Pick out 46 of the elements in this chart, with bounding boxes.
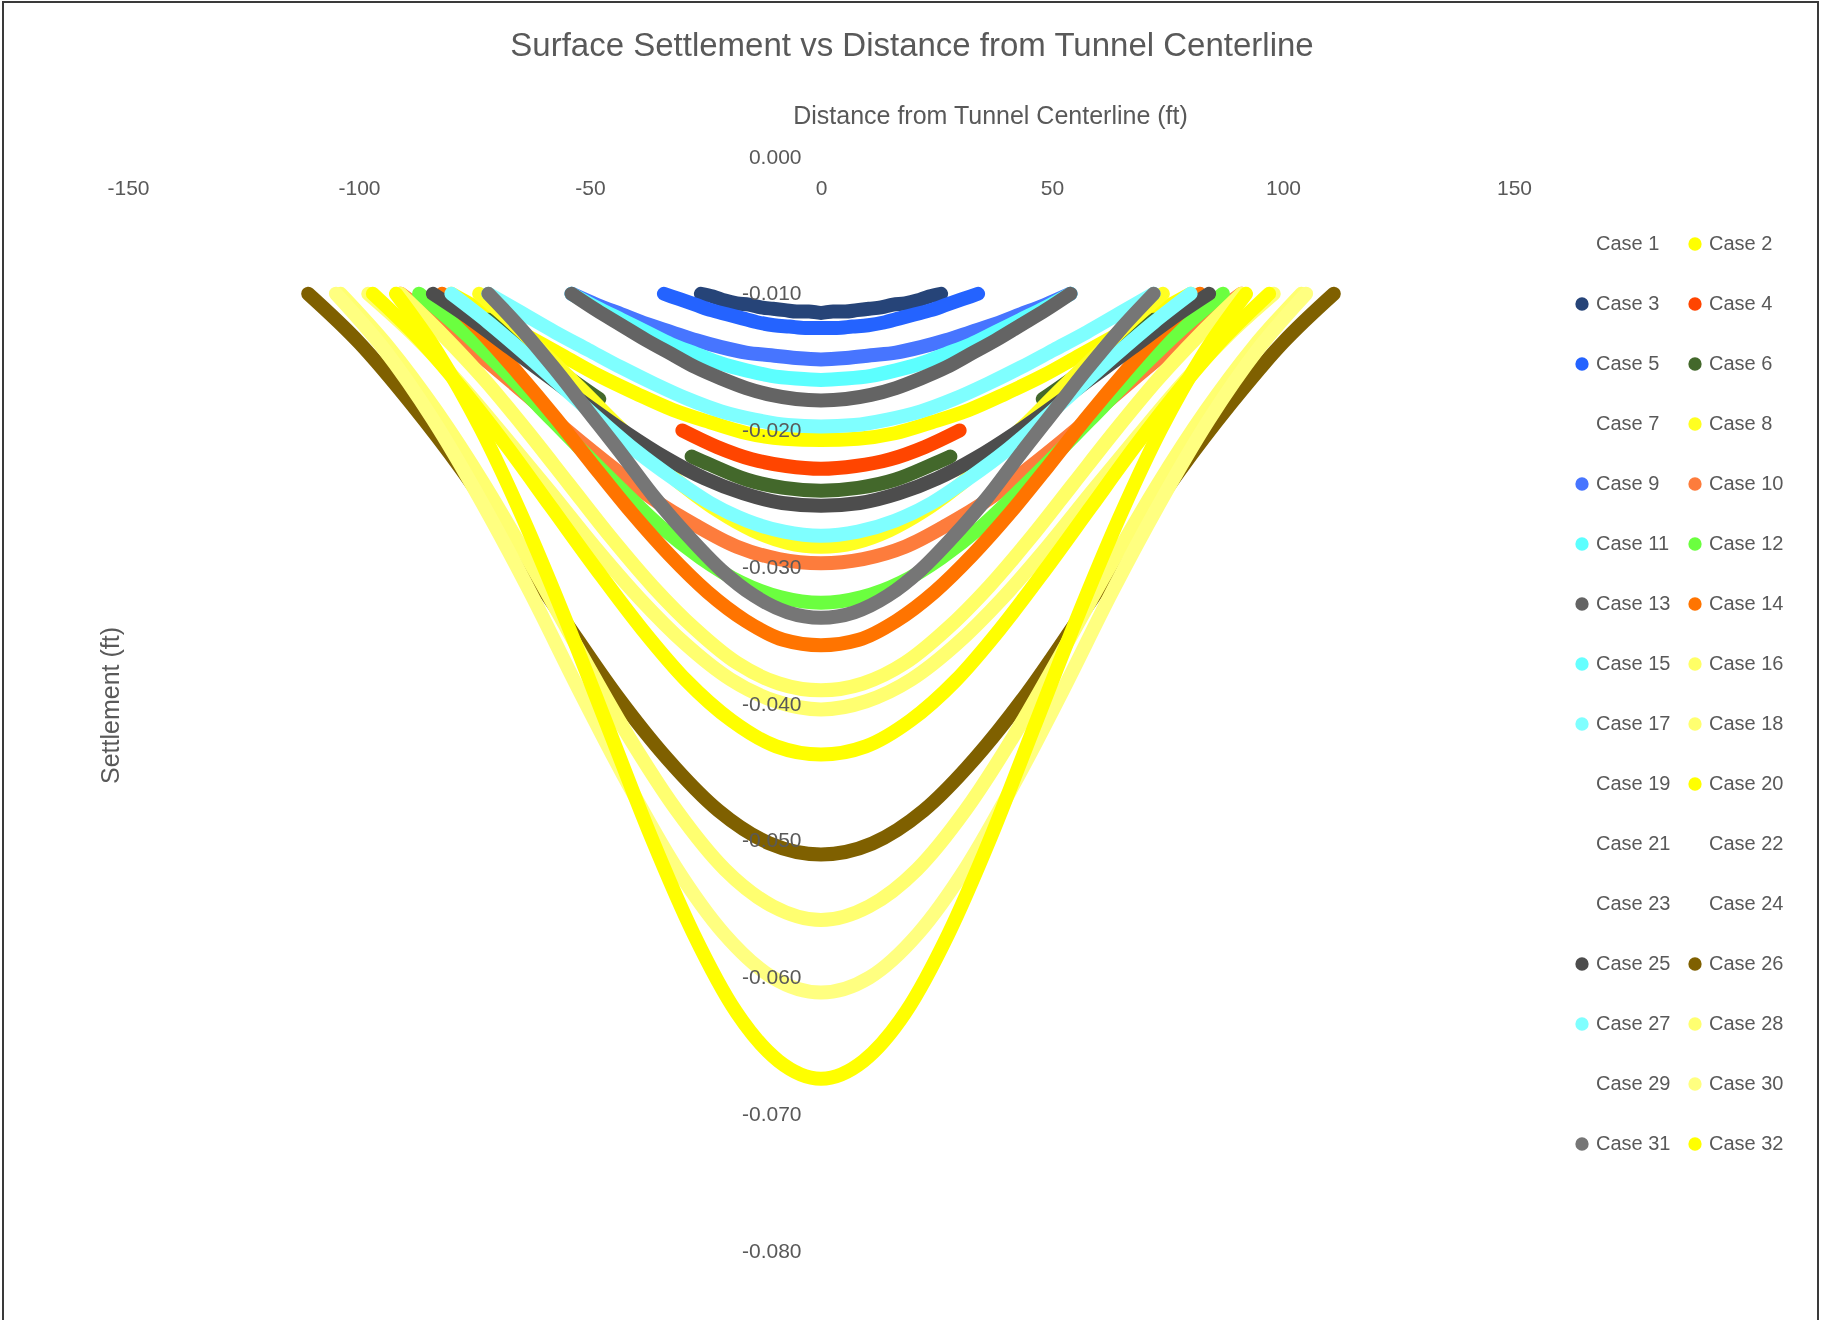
legend-label: Case 11 <box>1596 532 1670 554</box>
y-tick-label: -0.080 <box>741 1238 802 1262</box>
legend-label: Case 15 <box>1596 652 1671 674</box>
text: Case 1 <box>1596 232 1660 254</box>
legend-label: Case 25 <box>1596 952 1671 974</box>
y-axis-title: Settlement (ft) <box>95 627 124 784</box>
legend-label: Case 12 <box>1709 532 1784 554</box>
legend-label: Case 3 <box>1596 292 1660 314</box>
x-tick-label: -50 <box>575 175 606 199</box>
legend-label: Case 8 <box>1709 412 1773 434</box>
legend-label: Case 5 <box>1596 352 1660 374</box>
legend-label: Case 17 <box>1596 712 1671 734</box>
text: Case 19 <box>1596 772 1671 794</box>
legend-label: Case 14 <box>1709 592 1784 614</box>
y-tick-label: -0.010 <box>741 281 802 305</box>
text: Case 7 <box>1596 412 1660 434</box>
x-axis-title: Distance from Tunnel Centerline (ft) <box>793 100 1188 129</box>
x-tick-label: 100 <box>1265 175 1302 199</box>
text: Case 24 <box>1709 892 1784 914</box>
x-tick-label: 50 <box>1040 175 1065 199</box>
x-tick-label: -100 <box>338 175 381 199</box>
text: Case 22 <box>1709 832 1784 854</box>
legend-label: Case 26 <box>1709 952 1784 974</box>
x-tick-label: 0 <box>815 175 828 199</box>
text: Case 23 <box>1596 892 1671 914</box>
legend-label: Case 4 <box>1709 292 1773 314</box>
legend-label: Case 27 <box>1596 1012 1671 1034</box>
legend-label: Case 6 <box>1709 352 1773 374</box>
legend-label: Case 31 <box>1596 1132 1671 1154</box>
legend-label: Case 9 <box>1596 472 1660 494</box>
x-tick-label: 150 <box>1496 175 1533 199</box>
chart-title: Surface Settlement vs Distance from Tunnel Centerline <box>510 26 1314 63</box>
legend-label: Case 18 <box>1709 712 1784 734</box>
text: Case 21 <box>1596 832 1671 854</box>
legend-label: Case 32 <box>1709 1132 1784 1154</box>
legend-label: Case 20 <box>1709 772 1784 794</box>
x-tick-label: -150 <box>107 175 150 199</box>
y-tick-label: -0.070 <box>741 1101 802 1125</box>
legend-label: Case 30 <box>1709 1072 1784 1094</box>
legend-label: Case 2 <box>1709 232 1773 254</box>
y-tick-label: 0.000 <box>748 144 802 168</box>
legend-label: Case 13 <box>1596 592 1671 614</box>
legend-label: Case 28 <box>1709 1012 1784 1034</box>
text: Case 29 <box>1596 1072 1671 1094</box>
legend-label: Case 16 <box>1709 652 1784 674</box>
legend-label: Case 10 <box>1709 472 1784 494</box>
